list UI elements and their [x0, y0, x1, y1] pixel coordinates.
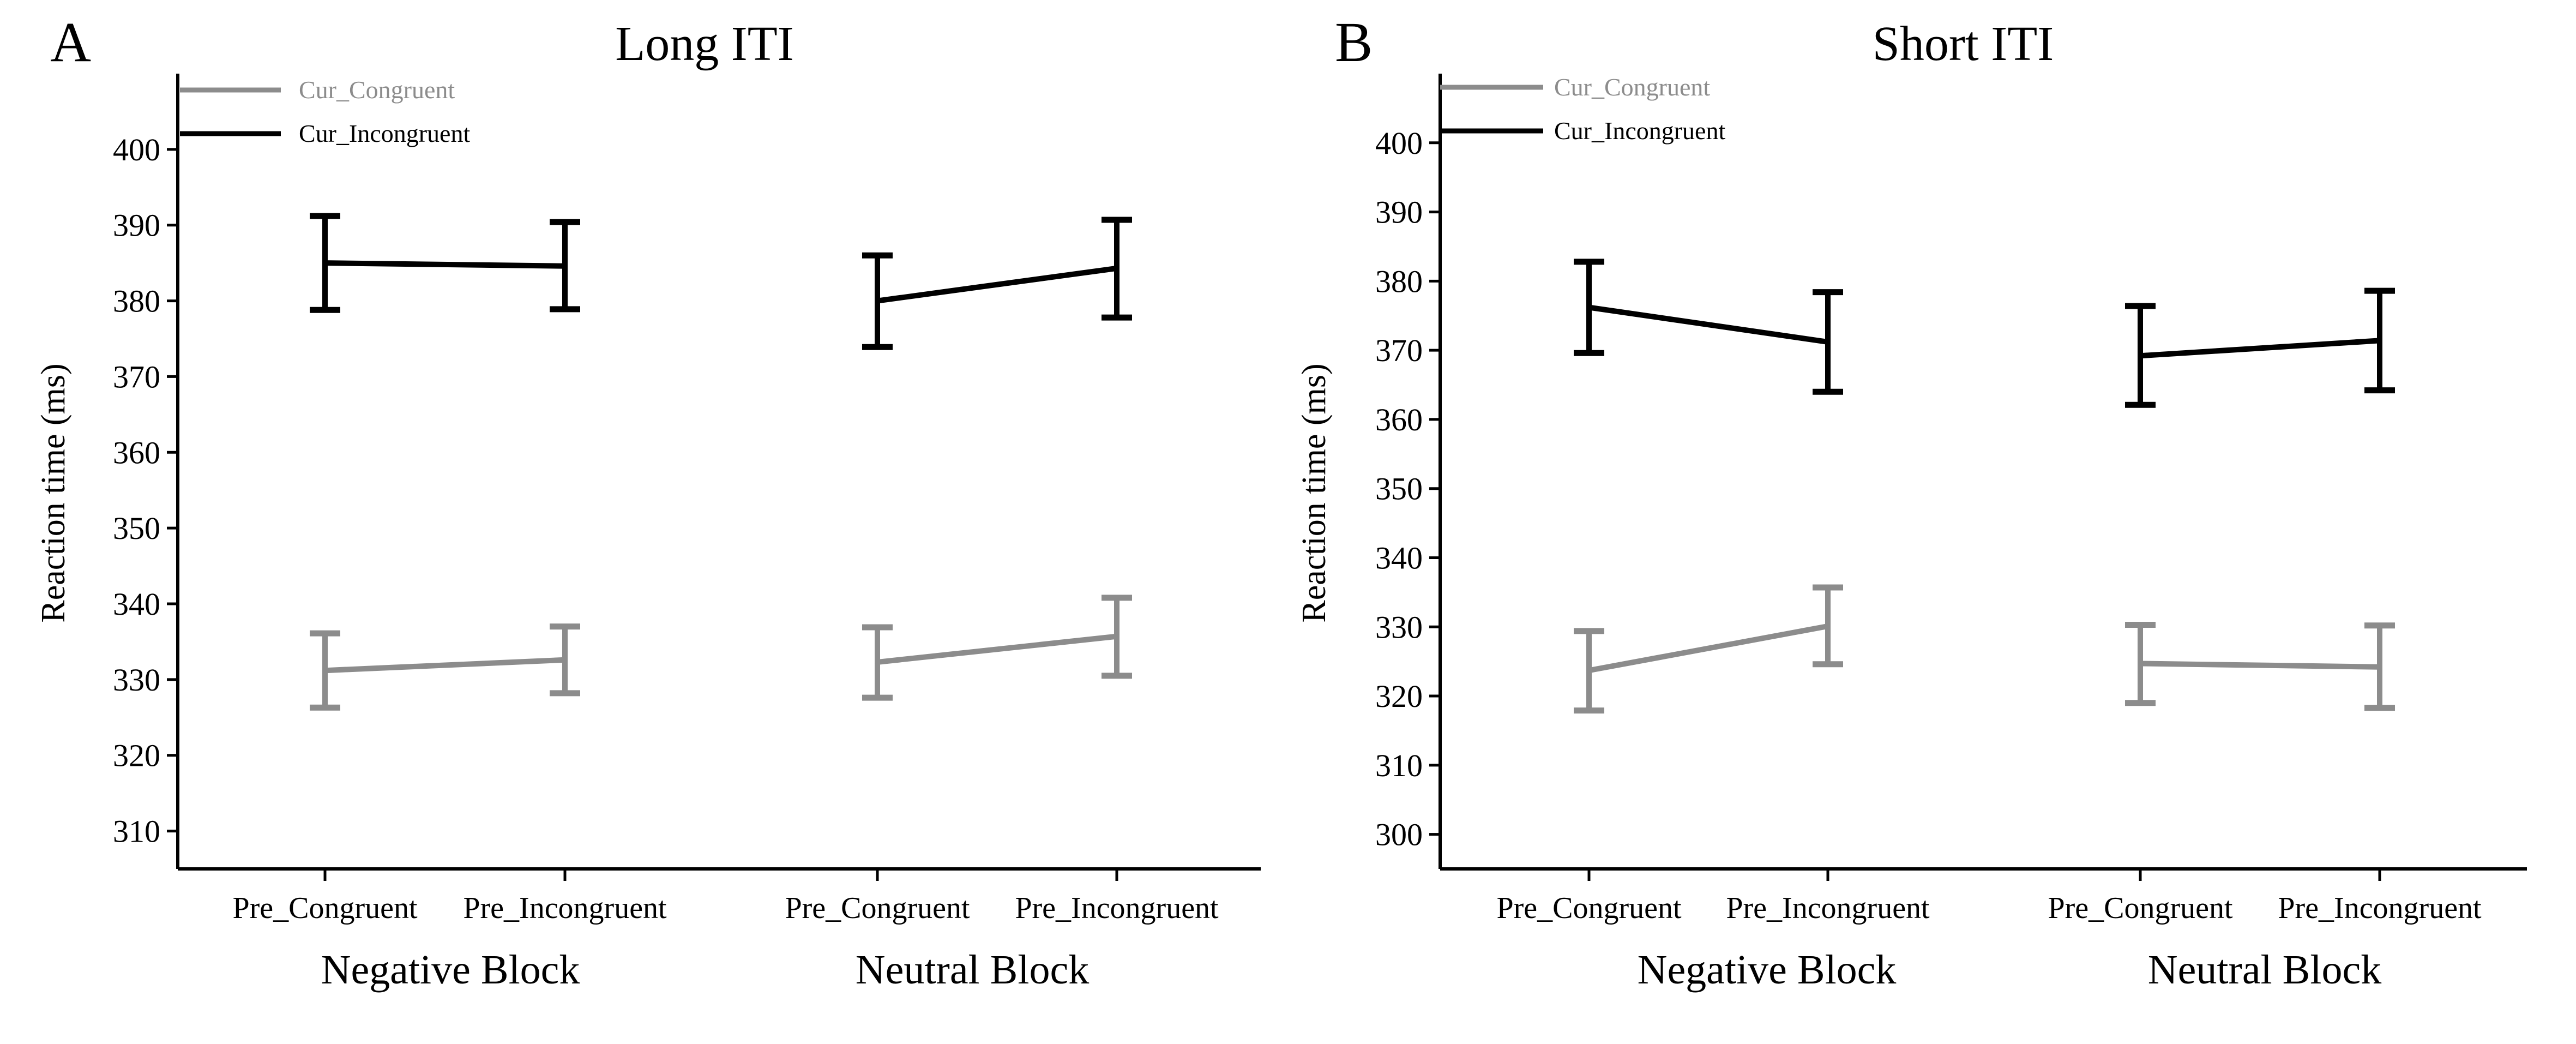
panel-a-y-tick-label: 390 — [113, 208, 160, 243]
panel-b-group-label: Negative Block — [1638, 947, 1897, 993]
panel-a-cur-incongruent-point — [322, 260, 328, 266]
panel-b-x-tick-label: Pre_Incongruent — [1726, 891, 1930, 925]
panel-a-letter: A — [50, 11, 91, 74]
panel-a-x-tick-label: Pre_Incongruent — [463, 891, 667, 925]
panel-b-cur-congruent-point — [2138, 661, 2143, 667]
panel-a-y-tick-label: 330 — [113, 662, 160, 698]
panel-b-y-tick-label: 340 — [1375, 540, 1423, 575]
panel-b-y-tick-label: 330 — [1375, 609, 1423, 645]
panel-a-y-tick-label: 400 — [113, 132, 160, 167]
panel-a-cur-incongruent-point — [562, 263, 568, 269]
panel-a-legend-label-cur-incongruent: Cur_Incongruent — [299, 119, 470, 147]
panel-b-y-tick-label: 350 — [1375, 471, 1423, 507]
panel-a-y-axis-label: Reaction time (ms) — [35, 363, 72, 622]
panel-a-x-tick-label: Pre_Congruent — [232, 891, 418, 925]
panel-b-letter: B — [1335, 11, 1373, 74]
panel-b-x-tick-label: Pre_Congruent — [1496, 891, 1682, 925]
panel-b-y-tick-label: 310 — [1375, 748, 1423, 783]
panel-a-cur-incongruent-point — [875, 298, 880, 304]
panel-a-y-tick-label: 360 — [113, 435, 160, 470]
panel-a-cur-congruent-point — [875, 659, 880, 665]
panel-b-y-tick-label: 370 — [1375, 333, 1423, 368]
panel-b-legend-label-cur-incongruent: Cur_Incongruent — [1554, 117, 1725, 145]
panel-a-y-tick-label: 340 — [113, 586, 160, 622]
panel-b-cur-incongruent-point — [1586, 304, 1592, 310]
panel-b-y-axis-label: Reaction time (ms) — [1296, 363, 1333, 622]
panel-b-cur-incongruent-point — [2138, 353, 2143, 359]
panel-a-x-tick-label: Pre_Incongruent — [1015, 891, 1219, 925]
panel-a-legend-label-cur-congruent: Cur_Congruent — [299, 76, 455, 104]
panel-b-cur-incongruent-line — [1586, 304, 1831, 345]
panel-b-title: Short ITI — [1873, 17, 2054, 71]
panel-a-group-label: Neutral Block — [856, 947, 1089, 993]
panel-b-cur-incongruent-point — [2377, 338, 2382, 344]
panel-b-cur-incongruent-line — [2138, 338, 2382, 359]
panel-b-cur-congruent-point — [1586, 668, 1592, 674]
panel-a-y-tick-label: 350 — [113, 511, 160, 546]
panel-b-cur-congruent-point — [1825, 623, 1831, 629]
panel-b-x-tick-label: Pre_Incongruent — [2278, 891, 2482, 925]
panel-b-cur-congruent-line — [1586, 623, 1831, 674]
panel-b-x-tick-label: Pre_Congruent — [2048, 891, 2233, 925]
panel-b-cur-congruent-point — [2377, 664, 2382, 670]
panel-b-y-tick-label: 390 — [1375, 195, 1423, 230]
panel-a-y-tick-label: 370 — [113, 359, 160, 394]
panel-b-legend-label-cur-congruent: Cur_Congruent — [1554, 73, 1710, 101]
panel-a-cur-incongruent-line — [875, 265, 1120, 304]
panel-a-cur-incongruent-line — [322, 260, 568, 269]
panel-b-cur-incongruent-point — [1825, 339, 1831, 345]
panel-a-cur-congruent-line — [322, 657, 568, 674]
panel-a-cur-congruent-point — [1114, 633, 1120, 639]
panel-b-y-tick-label: 320 — [1375, 679, 1423, 714]
panel-a-y-tick-label: 310 — [113, 814, 160, 849]
panel-a-cur-congruent-point — [322, 668, 328, 674]
panel-a-x-tick-label: Pre_Congruent — [785, 891, 970, 925]
panel-a-cur-congruent-point — [562, 657, 568, 663]
panel-a-y-tick-label: 320 — [113, 738, 160, 773]
panel-b-cur-congruent-line — [2138, 661, 2382, 670]
panel-a-cur-congruent-line — [875, 633, 1120, 665]
panel-a-cur-incongruent-point — [1114, 265, 1120, 271]
panel-b-group-label: Neutral Block — [2148, 947, 2381, 993]
panel-a-title: Long ITI — [615, 17, 793, 71]
panel-b-y-tick-label: 300 — [1375, 817, 1423, 853]
panel-a-group-label: Negative Block — [321, 947, 580, 993]
panel-b-y-tick-label: 360 — [1375, 402, 1423, 437]
panel-b-y-tick-label: 400 — [1375, 125, 1423, 161]
panel-b-y-tick-label: 380 — [1375, 263, 1423, 299]
panel-a-y-tick-label: 380 — [113, 284, 160, 319]
